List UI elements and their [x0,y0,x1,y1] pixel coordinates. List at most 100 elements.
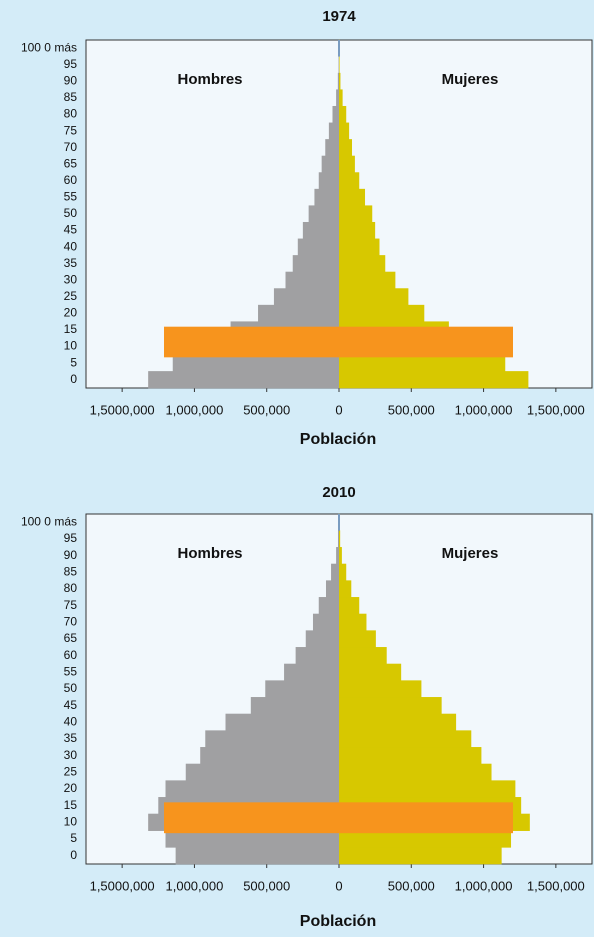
bar [339,713,457,731]
bar [339,647,387,665]
y-tick-label: 50 [64,206,78,220]
x-tick-label: 1,5000,000 [90,402,155,417]
chart-title: 2010 [322,484,355,501]
bar [339,255,386,273]
bar [200,747,339,765]
bar [285,271,339,289]
bar [172,354,339,372]
bar [339,830,512,848]
bar [312,613,339,631]
y-tick-label: 10 [64,815,78,829]
bar [325,139,339,157]
legend-label: Hombres [177,71,242,88]
bar [339,188,366,207]
bar [339,580,352,598]
bar [339,56,340,74]
y-tick-label: 95 [64,57,78,71]
bar [297,238,339,256]
bar [339,847,502,865]
y-tick-label: 95 [64,531,78,545]
x-tick-label: 1,500,000 [527,402,585,417]
bar [336,89,339,107]
y-tick-label: 90 [64,74,78,88]
legend-label: Mujeres [442,545,499,562]
y-tick-label: 60 [64,173,78,187]
bar [295,647,339,665]
bar [185,763,339,781]
x-tick-label: 500,000 [388,402,435,417]
x-tick-label: 1,500,000 [527,878,585,893]
y-tick-label: 5 [70,831,77,845]
legend-label: Hombres [177,545,242,562]
bar [339,613,367,631]
y-tick-label: 75 [64,123,78,137]
y-tick-label: 85 [64,90,78,104]
x-tick-label: 1,000,000 [166,878,224,893]
bar [339,780,516,798]
bar [339,354,506,372]
y-tick-label: 75 [64,598,78,612]
bar [339,680,422,698]
y-tick-label: 5 [70,355,77,369]
y-tick-label: 65 [64,156,78,170]
y-tick-label: 80 [64,581,78,595]
y-tick-label: 55 [64,190,78,204]
y-tick-label: 15 [64,322,78,336]
bar [165,830,339,848]
bar [339,697,442,715]
bar [339,221,376,240]
y-tick-label: 85 [64,565,78,579]
x-tick-label: 1,5000,000 [90,878,155,893]
x-axis-label: Población [300,431,376,448]
y-tick-label: 60 [64,648,78,662]
bar [314,188,339,207]
bar [339,763,492,781]
y-tick-label: 40 [64,715,78,729]
y-tick-label: 25 [64,289,78,303]
bar [337,530,339,548]
chart-title: 1974 [322,8,356,25]
bar [339,238,380,256]
bar [339,563,347,581]
y-tick-label: 25 [64,765,78,779]
bar [339,72,341,91]
bar [339,105,347,124]
y-tick-label: 35 [64,731,78,745]
bar [339,271,396,289]
bar [148,371,339,389]
y-tick-label: 70 [64,140,78,154]
highlight-band [164,326,513,358]
bar [205,730,339,748]
x-tick-label: 1,000,000 [166,402,224,417]
legend-label: Mujeres [442,71,499,88]
x-tick-label: 0 [335,402,342,417]
y-tick-label: 55 [64,665,78,679]
bar [321,155,339,173]
y-tick-label: 30 [64,748,78,762]
x-tick-label: 1,000,000 [455,878,513,893]
bar [339,89,343,107]
bar [339,597,360,615]
bar [250,697,339,715]
bar [339,547,342,565]
y-tick-label: 80 [64,107,78,121]
y-tick-label: 90 [64,548,78,562]
y-tick-label: 0 [70,372,77,386]
x-tick-label: 1,000,000 [455,402,513,417]
bar [318,597,339,615]
x-tick-label: 500,000 [388,878,435,893]
bar [339,730,472,748]
bar [339,122,350,140]
bar [165,780,339,798]
bar [339,663,402,681]
y-tick-label: 35 [64,256,78,270]
y-tick-label: 100 0 más [21,40,77,54]
x-tick-label: 0 [335,878,342,893]
bar [258,304,339,323]
bar [336,547,339,565]
y-tick-label: 40 [64,239,78,253]
bar [339,747,482,765]
y-tick-label: 0 [70,848,77,862]
bar [332,105,339,124]
